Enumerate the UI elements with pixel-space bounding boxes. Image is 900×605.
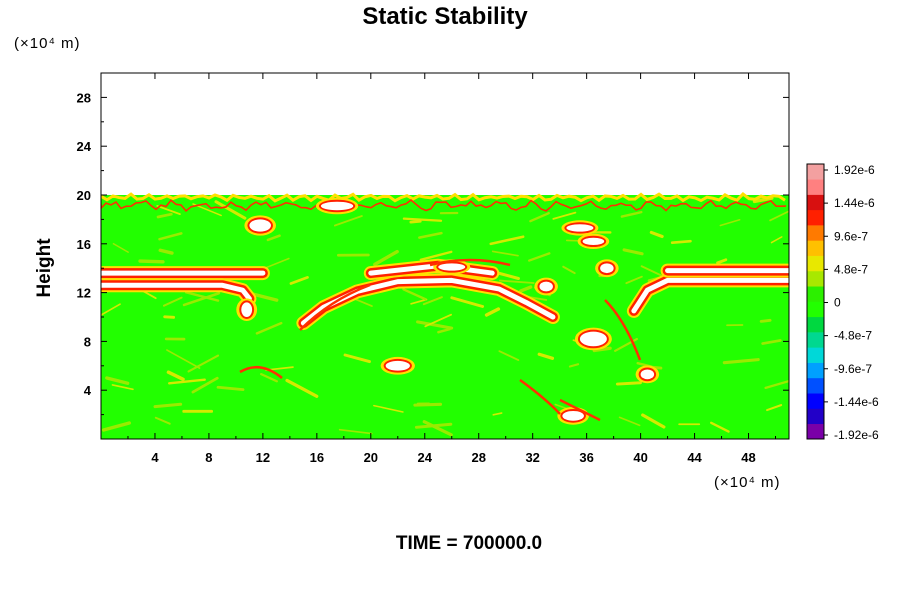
colorbar-tick-label: -9.6e-7 xyxy=(834,362,872,376)
x-tick-label: 24 xyxy=(418,450,433,465)
blob-core xyxy=(241,302,252,317)
colorbar-segment xyxy=(807,408,824,424)
blob-core xyxy=(539,282,552,292)
colorbar-segment xyxy=(807,179,824,195)
colorbar-tick-label: 1.92e-6 xyxy=(834,163,875,177)
y-tick-label: 12 xyxy=(77,286,91,301)
stable-blob xyxy=(236,298,257,321)
colorbar-segment xyxy=(807,225,824,241)
time-label: TIME = 700000.0 xyxy=(396,533,542,554)
y-tick-label: 4 xyxy=(84,383,92,398)
x-tick-label: 12 xyxy=(256,450,270,465)
x-tick-label: 4 xyxy=(151,450,159,465)
stable-blob xyxy=(578,234,610,249)
colorbar-tick-label: 0 xyxy=(834,296,841,310)
stable-blob xyxy=(561,220,598,235)
texture-streak xyxy=(672,241,690,243)
blob-core xyxy=(600,263,613,273)
texture-streak xyxy=(617,383,640,384)
blob-core xyxy=(386,361,410,371)
blob-core xyxy=(566,224,593,231)
blob-core xyxy=(641,369,654,379)
colorbar-segment xyxy=(807,332,824,348)
colorbar-tick-label: 1.44e-6 xyxy=(834,196,875,210)
colorbar-segment xyxy=(807,210,824,226)
colorbar-tick-label: 9.6e-7 xyxy=(834,229,868,243)
colorbar-tick-label: -1.92e-6 xyxy=(834,428,879,442)
heatmap-field xyxy=(101,194,800,439)
colorbar-segment xyxy=(807,195,824,211)
x-tick-label: 36 xyxy=(579,450,593,465)
colorbar-tick-label: 4.8e-7 xyxy=(834,262,868,276)
texture-streak xyxy=(411,221,420,222)
y-tick-label: 20 xyxy=(77,188,91,203)
x-tick-label: 48 xyxy=(741,450,755,465)
chart-title: Static Stability xyxy=(362,3,528,30)
x-axis-unit: (×10⁴ m) xyxy=(714,474,781,491)
colorbar: 1.92e-6 1.44e-6 9.6e-7 4.8e-7 0 -4.8e-7 -9.6e-… xyxy=(807,163,879,442)
texture-streak xyxy=(165,317,174,318)
blob-core xyxy=(438,263,465,270)
x-tick-label: 16 xyxy=(310,450,324,465)
blob-core xyxy=(562,411,584,421)
y-axis-unit: (×10⁴ m) xyxy=(14,35,81,52)
x-tick-label: 28 xyxy=(471,450,485,465)
blob-core xyxy=(249,219,271,231)
colorbar-tick-label: -1.44e-6 xyxy=(834,395,879,409)
blob-core xyxy=(583,238,605,245)
y-tick-label: 8 xyxy=(84,334,91,349)
colorbar-segment xyxy=(807,378,824,394)
colorbar-segment xyxy=(807,393,824,409)
x-tick-label: 20 xyxy=(364,450,378,465)
x-tick-label: 8 xyxy=(205,450,212,465)
colorbar-segment xyxy=(807,363,824,379)
colorbar-segment xyxy=(807,347,824,363)
colorbar-segment xyxy=(807,317,824,333)
stable-blob xyxy=(534,278,557,296)
x-tick-label: 44 xyxy=(687,450,702,465)
y-tick-label: 16 xyxy=(77,237,91,252)
x-tick-label: 40 xyxy=(633,450,647,465)
texture-streak xyxy=(761,320,770,321)
blob-core xyxy=(321,202,353,211)
colorbar-segment xyxy=(807,271,824,287)
x-tick-label: 32 xyxy=(525,450,539,465)
texture-streak xyxy=(140,261,163,262)
blob-core xyxy=(580,332,607,347)
colorbar-segment xyxy=(807,164,824,180)
stable-blob xyxy=(316,198,358,215)
colorbar-tick-label: -4.8e-7 xyxy=(834,329,872,343)
stable-blob xyxy=(381,357,415,375)
colorbar-segment xyxy=(807,240,824,256)
y-axis-label: Height xyxy=(34,238,55,298)
y-tick-label: 28 xyxy=(77,90,91,105)
y-tick-label: 24 xyxy=(77,139,92,154)
colorbar-segment xyxy=(807,286,824,302)
stable-blob xyxy=(557,407,589,425)
colorbar-segment xyxy=(807,302,824,318)
stable-blob xyxy=(636,365,659,383)
stable-blob xyxy=(575,328,612,351)
stable-blob xyxy=(595,259,618,277)
stable-blob xyxy=(244,215,276,235)
arc-cap xyxy=(371,266,492,273)
colorbar-segment xyxy=(807,424,824,440)
colorbar-segment xyxy=(807,256,824,272)
